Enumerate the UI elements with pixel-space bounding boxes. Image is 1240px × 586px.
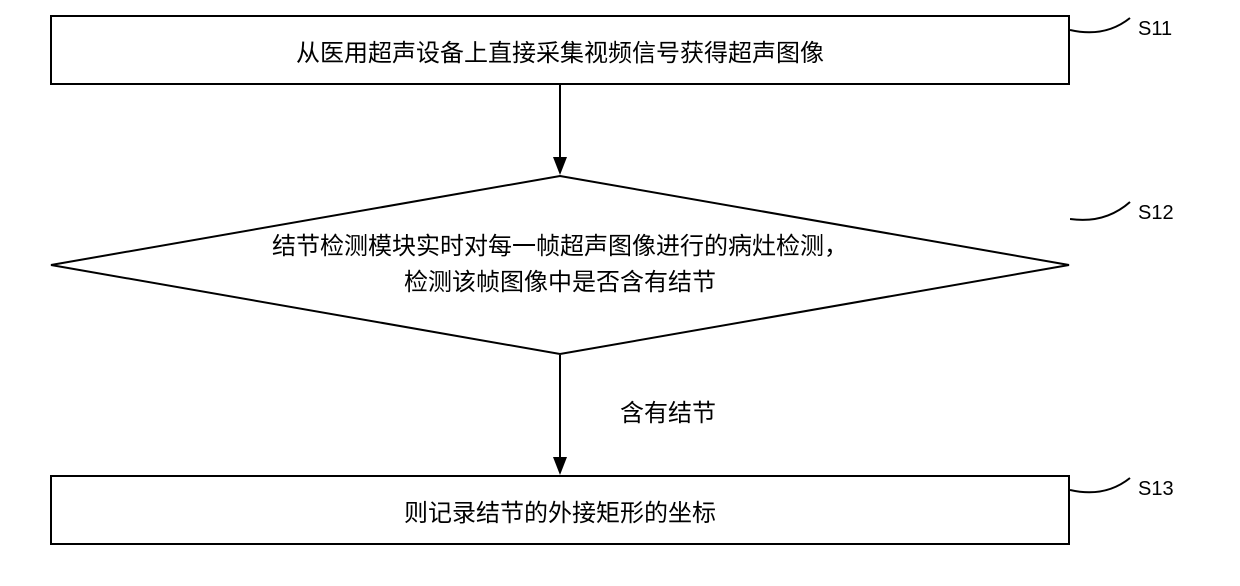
flowchart-container: 从医用超声设备上直接采集视频信号获得超声图像 S11 结节检测模块实时对每一帧超…: [0, 0, 1240, 586]
process-step-3-text: 则记录结节的外接矩形的坐标: [404, 493, 716, 528]
decision-step-2: 结节检测模块实时对每一帧超声图像进行的病灶检测， 检测该帧图像中是否含有结节: [50, 175, 1070, 355]
arrow-1: [550, 85, 570, 177]
leader-line-s12: [1070, 200, 1140, 230]
step-label-s12: S12: [1138, 202, 1174, 225]
decision-step-2-text: 结节检测模块实时对每一帧超声图像进行的病灶检测， 检测该帧图像中是否含有结节: [272, 229, 848, 301]
step-label-s11: S11: [1138, 18, 1172, 41]
step-label-s13: S13: [1138, 478, 1174, 501]
process-step-3: 则记录结节的外接矩形的坐标: [50, 475, 1070, 545]
leader-line-s11: [1070, 15, 1140, 45]
process-step-1: 从医用超声设备上直接采集视频信号获得超声图像: [50, 15, 1070, 85]
edge-label-has-nodule: 含有结节: [620, 393, 716, 428]
process-step-1-text: 从医用超声设备上直接采集视频信号获得超声图像: [296, 33, 824, 68]
arrow-2: [550, 355, 570, 477]
leader-line-s13: [1070, 475, 1140, 505]
